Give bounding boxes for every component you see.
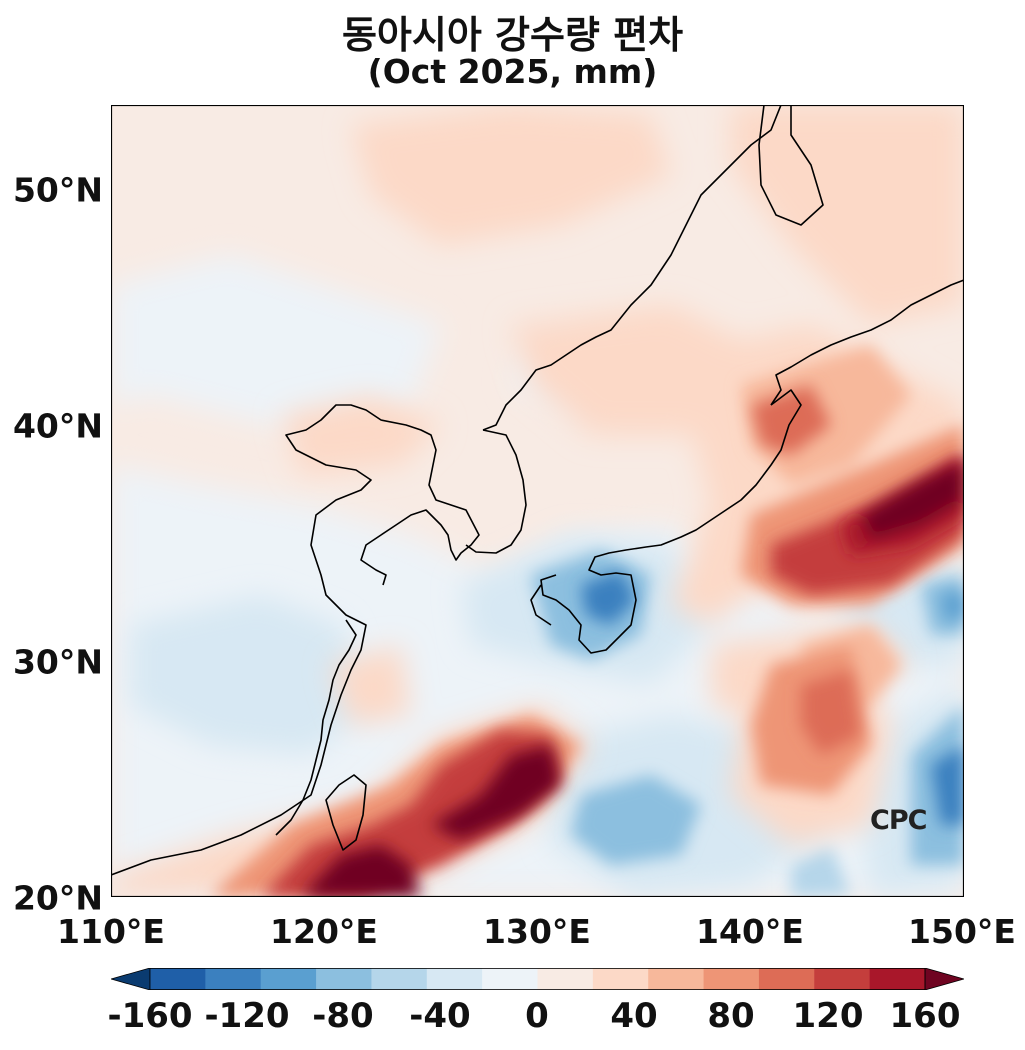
colorbar-cell (482, 968, 538, 990)
colorbar-extend-high (924, 968, 964, 990)
map-subtitle: (Oct 2025, mm) (367, 52, 658, 91)
lon-tick-label: 110°E (57, 912, 165, 951)
colorbar-tick-label: -160 (107, 996, 193, 1036)
colorbar-tick-label: -40 (409, 996, 471, 1036)
colorbar-cell (205, 968, 262, 990)
map-title: 동아시아 강수량 편차 (341, 13, 684, 57)
colorbar-cell (703, 968, 760, 990)
colorbar-tick-label: -80 (312, 996, 374, 1036)
colorbar-cell (869, 968, 926, 990)
lon-tick-label: 150°E (908, 912, 1016, 951)
anomaly-field-positive-extreme (301, 455, 964, 897)
colorbar-cell (814, 968, 871, 990)
anomaly-field-negative-strong (581, 570, 964, 825)
coastlines (111, 105, 964, 876)
colorbar-cell (371, 968, 428, 990)
lon-tick-label: 120°E (270, 912, 378, 951)
colorbar-cell (426, 968, 483, 990)
colorbar-cell (316, 968, 372, 990)
cpc-logo: CPC (870, 805, 927, 836)
lat-tick-label: 40°N (12, 406, 103, 446)
lat-tick-label: 30°N (12, 642, 103, 682)
colorbar-cell (537, 968, 594, 990)
colorbar-frame (149, 968, 926, 990)
colorbar-cell (758, 968, 815, 990)
colorbar-cell (648, 968, 705, 990)
lat-tick-label: 20°N (12, 878, 103, 918)
precipitation-anomaly-map (111, 105, 964, 897)
colorbar-cell (150, 968, 206, 990)
colorbar-cell (260, 968, 317, 990)
colorbar-cell (592, 968, 649, 990)
colorbar (111, 968, 964, 990)
colorbar-extend-low (111, 968, 151, 990)
lat-tick-label: 50°N (12, 170, 103, 210)
colorbar-tick-label: 120 (792, 996, 864, 1036)
colorbar-tick-label: 0 (525, 996, 549, 1036)
lon-tick-label: 130°E (483, 912, 591, 951)
colorbar-tick-label: 160 (889, 996, 961, 1036)
lon-tick-label: 140°E (696, 912, 804, 951)
colorbar-tick-label: -120 (204, 996, 290, 1036)
colorbar-tick-label: 40 (610, 996, 658, 1036)
colorbar-tick-label: 80 (707, 996, 755, 1036)
